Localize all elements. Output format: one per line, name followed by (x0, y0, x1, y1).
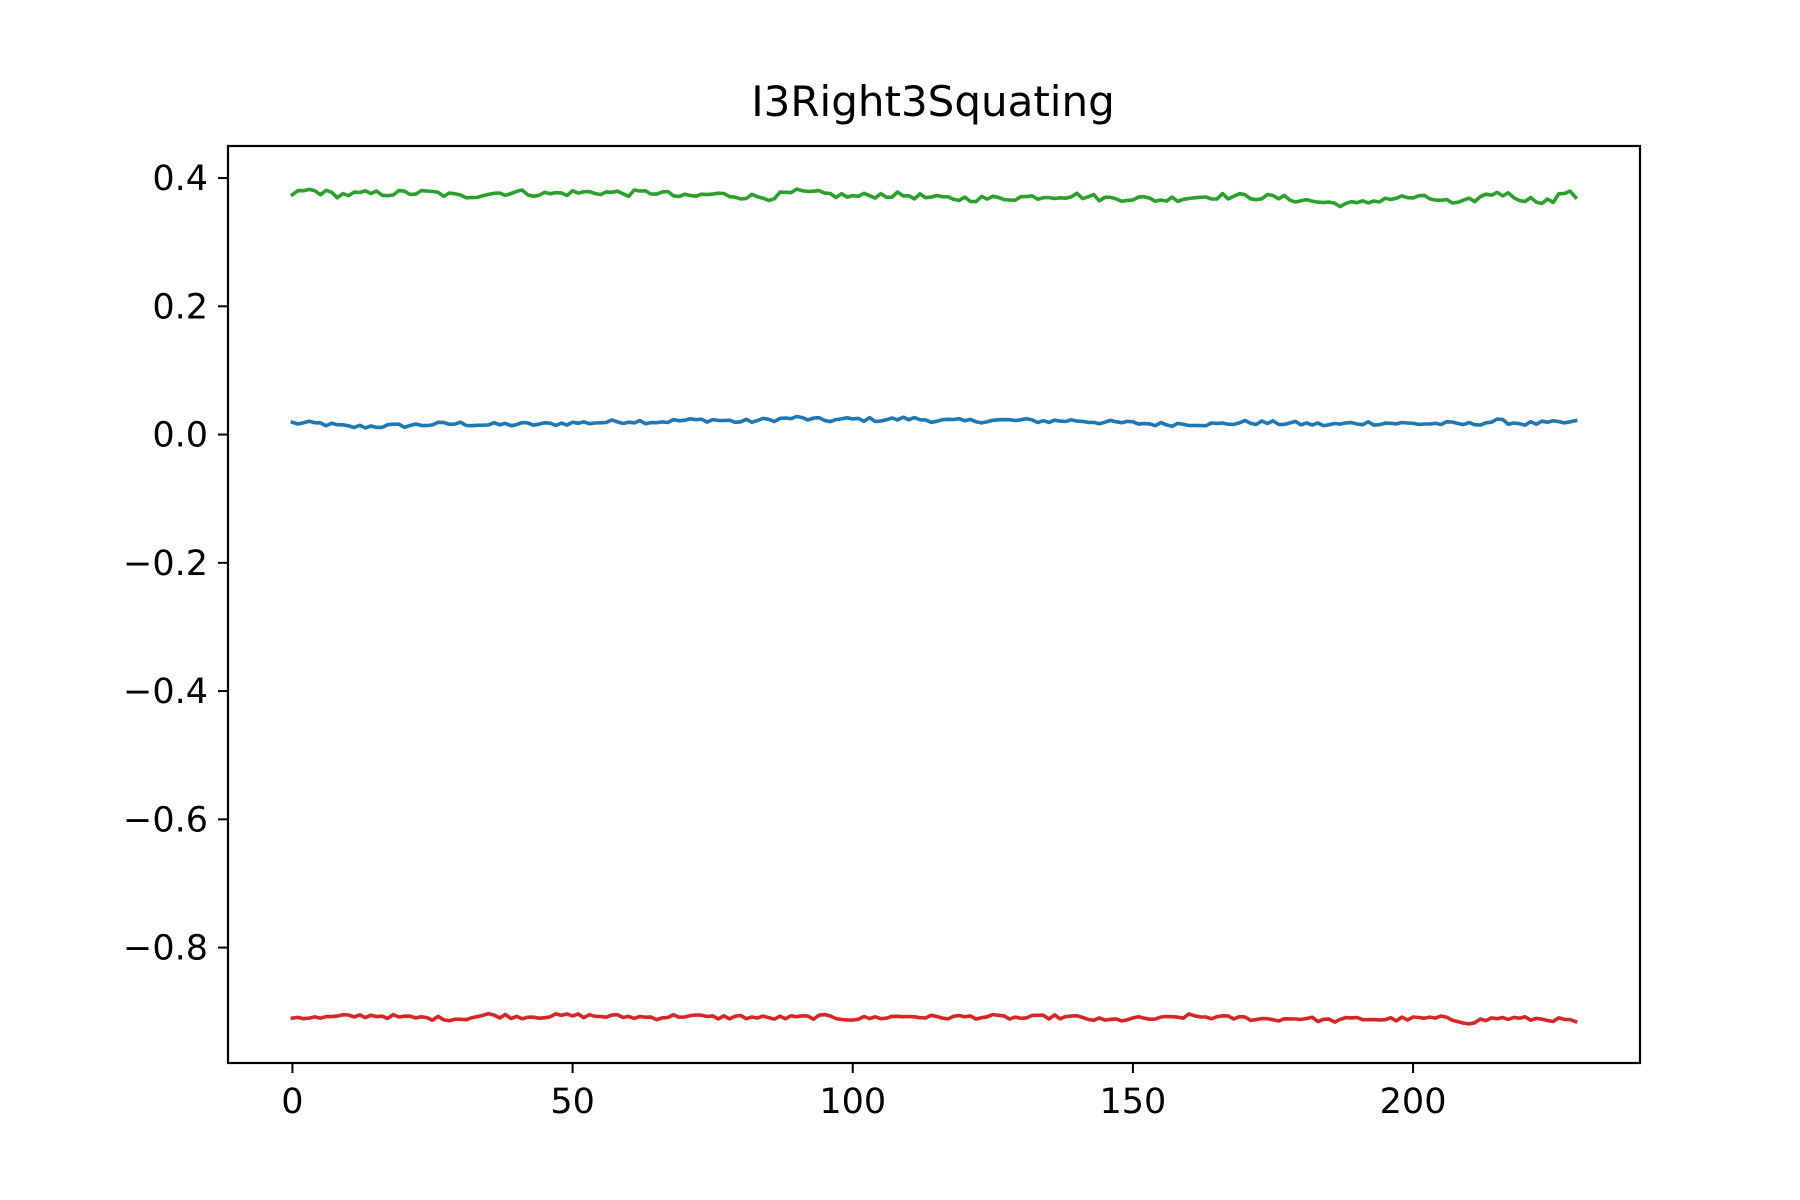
y-tick-label: −0.4 (123, 672, 208, 712)
x-tick-label: 200 (1380, 1082, 1447, 1122)
y-tick-label: 0.0 (152, 416, 208, 456)
series-line (290, 1011, 1578, 1026)
series-layer (289, 187, 1579, 1026)
series-line (290, 414, 1578, 430)
x-tick-label: 100 (819, 1082, 886, 1122)
chart-title: I3Right3Squating (751, 77, 1115, 126)
plot-frame (226, 144, 1642, 1065)
y-tick-label: −0.2 (123, 544, 208, 584)
y-tick-label: 0.4 (152, 159, 208, 199)
y-axis: 0.4 0.2 0.0 −0.2 −0.4 −0.6 −0.8 (123, 159, 228, 969)
x-tick-label: 0 (281, 1082, 303, 1122)
x-axis: 0 50 100 150 200 (281, 1063, 1446, 1122)
y-tick-label: −0.8 (123, 929, 208, 969)
y-tick-label: 0.2 (152, 287, 208, 327)
series-line (289, 187, 1579, 209)
x-tick-label: 150 (1100, 1082, 1167, 1122)
x-tick-label: 50 (550, 1082, 595, 1122)
y-tick-label: −0.6 (123, 800, 208, 840)
